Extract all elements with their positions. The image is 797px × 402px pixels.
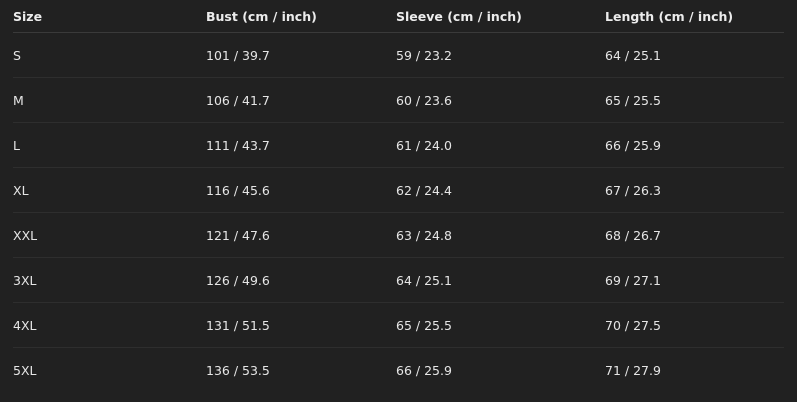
header-sleeve: Sleeve (cm / inch) — [396, 0, 605, 33]
cell-length: 66 / 25.9 — [605, 122, 784, 168]
cell-size: L — [13, 122, 206, 168]
table-header-row: Size Bust (cm / inch) Sleeve (cm / inch)… — [13, 0, 784, 33]
cell-length: 71 / 27.9 — [605, 362, 661, 378]
table-row: L 111 / 43.7 61 / 24.0 66 / 25.9 — [13, 122, 784, 168]
table-row: M 106 / 41.7 60 / 23.6 65 / 25.5 — [13, 77, 784, 123]
cell-sleeve: 62 / 24.4 — [396, 167, 605, 213]
table-row: 4XL 131 / 51.5 65 / 25.5 70 / 27.5 — [13, 302, 784, 348]
cell-bust: 106 / 41.7 — [206, 77, 396, 123]
table-row: XXL 121 / 47.6 63 / 24.8 68 / 26.7 — [13, 212, 784, 258]
cell-size: XL — [13, 167, 206, 213]
cell-sleeve: 59 / 23.2 — [396, 32, 605, 78]
header-length: Length (cm / inch) — [605, 0, 784, 33]
cell-length: 70 / 27.5 — [605, 302, 784, 348]
cell-bust: 111 / 43.7 — [206, 122, 396, 168]
table-row: S 101 / 39.7 59 / 23.2 64 / 25.1 — [13, 32, 784, 78]
cell-size: M — [13, 77, 206, 123]
cell-size: XXL — [13, 212, 206, 258]
header-bust: Bust (cm / inch) — [206, 0, 396, 33]
cell-bust: 131 / 51.5 — [206, 302, 396, 348]
table-row: 5XL 136 / 53.5 66 / 25.9 71 / 27.9 — [13, 348, 784, 393]
cell-sleeve: 66 / 25.9 — [396, 362, 452, 378]
cell-size: S — [13, 32, 206, 78]
cell-sleeve: 61 / 24.0 — [396, 122, 605, 168]
cell-size: 4XL — [13, 302, 206, 348]
cell-size: 5XL — [13, 362, 37, 378]
cell-sleeve: 63 / 24.8 — [396, 212, 605, 258]
cell-sleeve: 64 / 25.1 — [396, 257, 605, 303]
cell-bust: 126 / 49.6 — [206, 257, 396, 303]
cell-size: 3XL — [13, 257, 206, 303]
table-row: 3XL 126 / 49.6 64 / 25.1 69 / 27.1 — [13, 257, 784, 303]
cell-length: 68 / 26.7 — [605, 212, 784, 258]
cell-sleeve: 65 / 25.5 — [396, 302, 605, 348]
cell-length: 65 / 25.5 — [605, 77, 784, 123]
header-size: Size — [13, 0, 206, 33]
cell-length: 69 / 27.1 — [605, 257, 784, 303]
cell-bust: 121 / 47.6 — [206, 212, 396, 258]
cell-length: 64 / 25.1 — [605, 32, 784, 78]
cell-bust: 116 / 45.6 — [206, 167, 396, 213]
size-chart-table: Size Bust (cm / inch) Sleeve (cm / inch)… — [13, 0, 784, 392]
table-row: XL 116 / 45.6 62 / 24.4 67 / 26.3 — [13, 167, 784, 213]
cell-bust: 136 / 53.5 — [206, 362, 270, 378]
cell-bust: 101 / 39.7 — [206, 32, 396, 78]
cell-sleeve: 60 / 23.6 — [396, 77, 605, 123]
cell-length: 67 / 26.3 — [605, 167, 784, 213]
